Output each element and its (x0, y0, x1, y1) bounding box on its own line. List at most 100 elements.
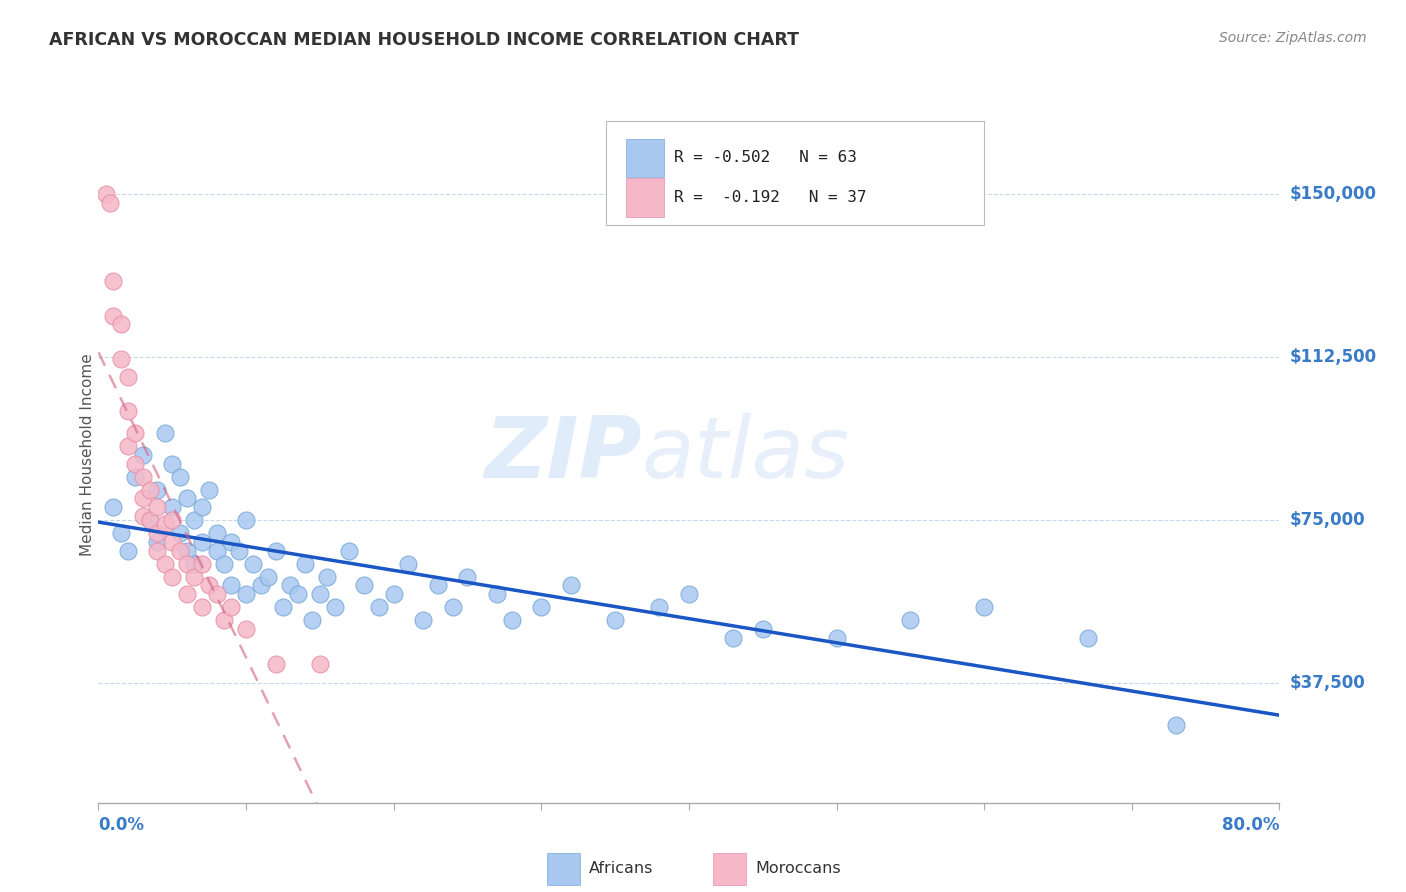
Point (309, 587, 332, 601)
Text: Moroccans: Moroccans (755, 862, 841, 877)
Point (235, 622, 257, 636)
Point (412, 613, 434, 627)
Point (117, 543, 139, 558)
Point (132, 469, 155, 483)
Point (264, 543, 287, 558)
Point (191, 534, 214, 549)
Point (323, 600, 346, 615)
Point (162, 500, 183, 514)
Point (146, 483, 169, 497)
Point (560, 578, 582, 592)
Point (139, 513, 162, 527)
Point (191, 500, 214, 514)
Point (132, 448, 155, 462)
Point (139, 513, 162, 527)
Text: 0.0%: 0.0% (98, 816, 145, 834)
Point (219, 534, 242, 549)
Point (396, 557, 419, 571)
Point (287, 587, 309, 601)
Point (382, 587, 405, 601)
Point (124, 457, 146, 471)
Point (427, 578, 450, 592)
Point (191, 557, 214, 571)
Point (198, 483, 221, 497)
Point (294, 557, 316, 571)
Point (973, 600, 995, 615)
Point (162, 534, 183, 549)
Point (98, 195, 121, 210)
Point (250, 578, 273, 592)
Point (153, 517, 176, 532)
Point (169, 543, 191, 558)
Point (162, 457, 183, 471)
Point (353, 578, 375, 592)
Point (176, 557, 198, 571)
Text: R =  -0.192   N = 37: R = -0.192 N = 37 (673, 190, 866, 205)
Point (257, 570, 280, 584)
Text: R = -0.502   N = 63: R = -0.502 N = 63 (673, 151, 856, 165)
Point (110, 352, 132, 367)
Point (162, 513, 183, 527)
Point (368, 600, 391, 615)
Point (219, 600, 242, 615)
Text: $112,500: $112,500 (1289, 348, 1376, 366)
Text: ZIP: ZIP (484, 413, 641, 497)
Point (117, 439, 139, 453)
Point (309, 657, 332, 671)
Point (153, 557, 176, 571)
Point (751, 622, 773, 636)
Point (169, 526, 191, 541)
Point (228, 543, 250, 558)
Point (648, 600, 671, 615)
Point (235, 513, 257, 527)
Point (103, 309, 125, 323)
Point (205, 543, 228, 558)
Point (301, 613, 323, 627)
Point (205, 526, 228, 541)
Point (205, 587, 228, 601)
Point (456, 570, 478, 584)
Text: 80.0%: 80.0% (1222, 816, 1279, 834)
Point (721, 631, 744, 645)
Point (183, 557, 205, 571)
Point (176, 543, 198, 558)
Text: AFRICAN VS MOROCCAN MEDIAN HOUSEHOLD INCOME CORRELATION CHART: AFRICAN VS MOROCCAN MEDIAN HOUSEHOLD INC… (49, 31, 799, 49)
Point (825, 631, 848, 645)
Point (441, 600, 464, 615)
Point (278, 578, 302, 592)
Point (900, 613, 922, 627)
Point (103, 274, 125, 288)
Point (183, 570, 205, 584)
Point (1164, 717, 1187, 731)
Point (501, 613, 523, 627)
Text: $75,000: $75,000 (1289, 511, 1365, 529)
Point (153, 426, 176, 441)
Point (124, 469, 146, 483)
Point (212, 613, 235, 627)
Point (198, 578, 221, 592)
Text: Source: ZipAtlas.com: Source: ZipAtlas.com (1219, 31, 1367, 45)
Point (530, 600, 553, 615)
Point (337, 543, 360, 558)
Point (264, 657, 287, 671)
Point (242, 557, 264, 571)
Point (94, 187, 117, 202)
Point (486, 587, 509, 601)
Point (146, 500, 169, 514)
Point (124, 426, 146, 441)
Point (117, 404, 139, 418)
Point (176, 587, 198, 601)
Point (212, 557, 235, 571)
Point (110, 318, 132, 332)
Y-axis label: Median Household Income: Median Household Income (80, 353, 94, 557)
Point (110, 526, 132, 541)
Point (103, 500, 125, 514)
Text: atlas: atlas (641, 413, 849, 497)
Text: $150,000: $150,000 (1289, 185, 1376, 203)
Point (219, 578, 242, 592)
Bar (713, 854, 745, 885)
Point (132, 508, 155, 523)
Point (271, 600, 294, 615)
Point (605, 613, 627, 627)
Point (132, 491, 155, 506)
